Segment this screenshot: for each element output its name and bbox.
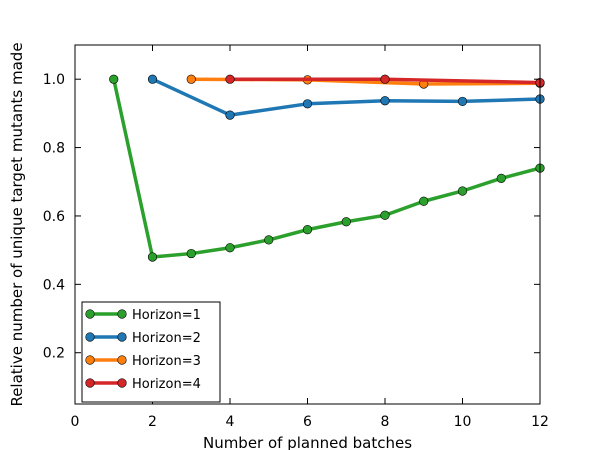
y-tick-label: 0.4	[43, 277, 65, 293]
legend-label: Horizon=3	[132, 354, 201, 369]
legend-marker	[85, 309, 95, 319]
plot-area	[109, 74, 545, 262]
y-tick-label: 0.2	[43, 346, 65, 362]
data-point	[186, 248, 196, 259]
data-point	[147, 74, 158, 84]
legend-marker	[117, 309, 127, 319]
series-line-2	[151, 77, 541, 117]
data-point	[225, 74, 235, 84]
y-tick-label: 1.0	[43, 72, 65, 88]
legend-label: Horizon=4	[132, 377, 201, 392]
data-point	[147, 252, 158, 262]
data-point	[496, 173, 506, 183]
legend-marker	[85, 378, 95, 388]
legend-label: Horizon=1	[132, 308, 201, 323]
x-tick-label: 0	[71, 414, 80, 430]
data-point	[264, 235, 274, 245]
series-line-1	[112, 78, 541, 259]
data-point	[457, 96, 468, 107]
data-point	[302, 99, 313, 109]
legend-marker	[117, 378, 127, 388]
x-tick-label: 12	[531, 414, 549, 430]
y-axis-label: Relative number of unique target mutants…	[8, 42, 26, 406]
legend-marker	[117, 355, 127, 365]
legend-marker	[117, 332, 127, 342]
y-tick-label: 0.6	[43, 209, 65, 225]
data-point	[109, 74, 119, 84]
data-point	[419, 196, 429, 206]
x-tick-label: 4	[226, 414, 235, 430]
legend-marker	[85, 355, 95, 365]
x-tick-label: 2	[148, 414, 157, 430]
legend: Horizon=1 Horizon=2 Horizon=3 Horizon=4	[81, 301, 221, 403]
data-point	[380, 210, 390, 220]
data-point	[457, 186, 468, 196]
x-tick-label: 10	[454, 414, 472, 430]
x-axis-label: Number of planned batches	[203, 434, 412, 450]
x-tick-label: 8	[381, 414, 390, 430]
legend-box	[81, 301, 221, 403]
data-point	[225, 243, 235, 253]
data-point	[380, 96, 390, 106]
axes: 0 2 4 6 8 10 12 0.2 0.4 0.6 0.8 1.0	[43, 44, 549, 430]
legend-label: Horizon=2	[132, 331, 201, 346]
data-point	[380, 74, 390, 84]
legend-marker	[85, 332, 95, 342]
data-point	[341, 217, 351, 227]
data-point	[186, 74, 196, 84]
y-tick-label: 0.8	[43, 141, 65, 157]
data-point	[302, 225, 313, 235]
x-tick-label: 6	[303, 414, 312, 430]
data-point	[225, 110, 235, 120]
